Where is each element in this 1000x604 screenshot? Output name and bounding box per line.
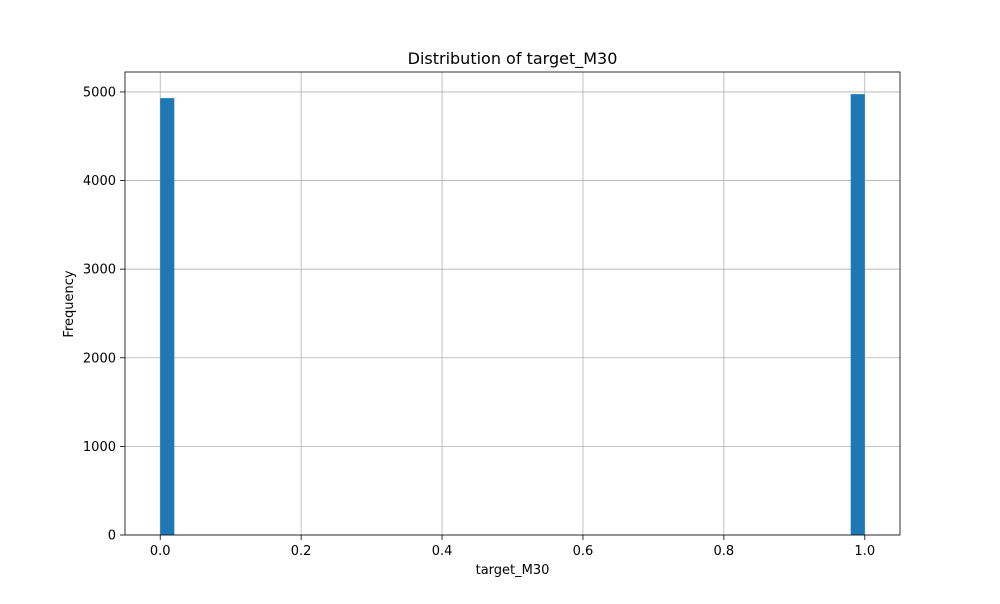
histogram-bar <box>160 98 175 535</box>
x-tick-label: 0.2 <box>291 544 312 559</box>
plot-frame <box>124 71 901 536</box>
y-tick-label: 0 <box>108 529 116 544</box>
y-tick-label: 1000 <box>83 440 116 455</box>
histogram-bar <box>850 94 865 535</box>
x-axis-label: target_M30 <box>476 563 550 578</box>
chart-title: Distribution of target_M30 <box>408 49 618 69</box>
y-tick-label: 2000 <box>83 351 116 366</box>
x-tick-label: 0.4 <box>432 544 453 559</box>
x-tick-label: 0.0 <box>150 544 171 559</box>
y-tick-label: 3000 <box>83 263 116 278</box>
x-tick-label: 1.0 <box>854 544 875 559</box>
y-tick-label: 5000 <box>83 85 116 100</box>
y-axis-label: Frequency <box>62 270 77 337</box>
x-tick-label: 0.6 <box>573 544 594 559</box>
tick-group: 0.0 0.2 0.4 0.6 0.8 1.0 0 1000 2000 3000 4000 5000 <box>83 85 875 559</box>
bar-group <box>160 94 865 535</box>
x-tick-label: 0.8 <box>714 544 735 559</box>
y-tick-label: 4000 <box>83 174 116 189</box>
